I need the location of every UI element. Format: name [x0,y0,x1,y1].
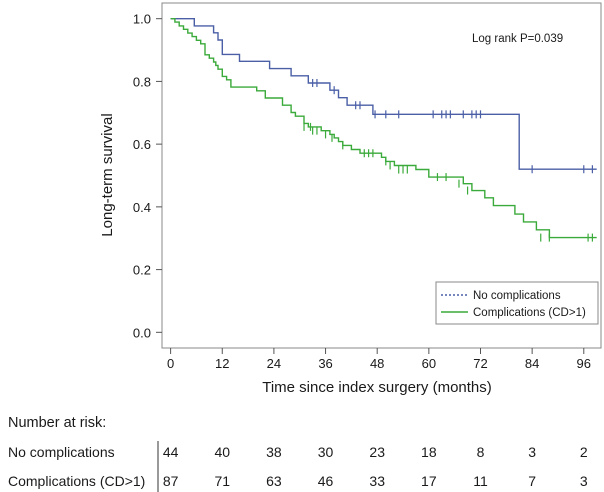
legend: No complications Complications (CD>1) [435,281,599,325]
risk-value: 40 [214,444,230,460]
x-tick-label: 48 [370,356,384,371]
y-axis: 0.0 0.2 0.4 0.6 0.8 1.0 [133,12,162,340]
risk-row-label: Complications (CD>1) [8,473,145,489]
risk-value: 18 [421,444,437,460]
x-tick-label: 24 [267,356,281,371]
y-tick-label: 1.0 [133,12,151,27]
y-tick-label: 0.0 [133,325,151,340]
legend-box [435,281,599,325]
risk-value: 87 [163,473,179,489]
x-tick-label: 72 [473,356,487,371]
risk-value: 71 [214,473,230,489]
x-tick-label: 84 [525,356,539,371]
y-axis-label: Long-term survival [99,113,116,236]
y-tick-label: 0.4 [133,200,151,215]
risk-value: 44 [163,444,179,460]
x-tick-label: 96 [577,356,591,371]
survival-curve-complications [170,18,597,239]
series-layer [170,18,597,242]
x-tick-label: 36 [318,356,332,371]
x-axis: 0 12 24 36 48 60 72 84 96 [167,348,591,371]
risk-value: 23 [369,444,385,460]
x-axis-label: Time since index surgery (months) [262,379,492,396]
risk-row-label: No complications [8,444,115,460]
risk-value: 2 [580,444,588,460]
x-tick-label: 0 [167,356,174,371]
risk-value: 8 [477,444,485,460]
number-at-risk-title: Number at risk: [8,415,107,431]
risk-value: 17 [421,473,437,489]
legend-label-no-complications: No complications [473,290,561,302]
log-rank-annotation: Log rank P=0.039 [472,33,563,45]
risk-value: 11 [473,473,488,489]
number-at-risk-table: No complications 44 40 38 30 23 18 8 3 2 Complicat… [8,441,588,492]
x-tick-label: 12 [215,356,229,371]
x-tick-label: 60 [422,356,436,371]
y-tick-label: 0.8 [133,74,151,89]
risk-value: 63 [266,473,282,489]
risk-value: 38 [266,444,282,460]
legend-label-complications: Complications (CD>1) [473,307,586,319]
risk-value: 30 [318,444,334,460]
risk-value: 3 [580,473,588,489]
risk-value: 7 [528,473,536,489]
y-tick-label: 0.6 [133,137,151,152]
y-tick-label: 0.2 [133,263,151,278]
risk-value: 3 [528,444,536,460]
risk-value: 33 [369,473,385,489]
risk-value: 46 [318,473,334,489]
